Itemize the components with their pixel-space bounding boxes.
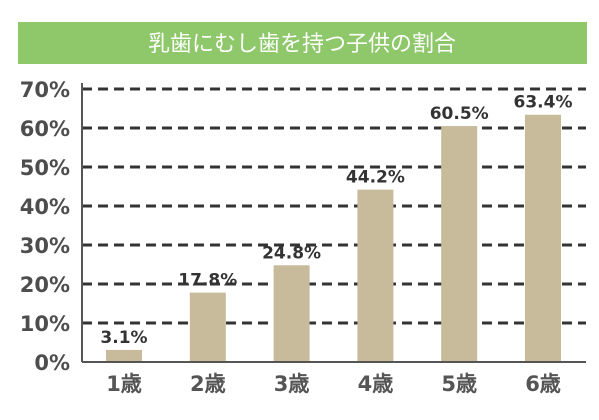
data-label: 44.2% bbox=[346, 168, 405, 188]
value-labels: 3.1% 17.8% 24.8% 44.2% 60.5% 63.4% bbox=[100, 93, 572, 348]
bar bbox=[357, 189, 394, 362]
y-tick-label: 30% bbox=[20, 234, 70, 258]
data-label: 24.8% bbox=[262, 243, 321, 263]
x-category-label: 4歳 bbox=[358, 372, 394, 396]
chart-title: 乳歯にむし歯を持つ子供の割合 bbox=[148, 32, 456, 57]
y-axis-tick-labels: 0% 10% 20% 30% 40% 50% 60% 70% bbox=[20, 78, 70, 375]
y-tick-label: 40% bbox=[20, 195, 70, 219]
data-label: 60.5% bbox=[430, 104, 489, 124]
y-tick-label: 60% bbox=[20, 117, 70, 141]
bar bbox=[441, 126, 478, 362]
x-axis-category-labels: 1歳 2歳 3歳 4歳 5歳 6歳 bbox=[106, 372, 561, 396]
y-tick-label: 20% bbox=[20, 273, 70, 297]
bars bbox=[106, 114, 561, 363]
bar bbox=[273, 265, 310, 362]
grid-lines bbox=[82, 87, 586, 325]
x-category-label: 5歳 bbox=[441, 372, 477, 396]
bar bbox=[525, 114, 561, 363]
x-category-label: 3歳 bbox=[274, 372, 310, 396]
chart-title-background bbox=[18, 22, 587, 64]
bar bbox=[189, 292, 226, 362]
y-tick-label: 10% bbox=[20, 312, 70, 336]
y-tick-label: 70% bbox=[20, 78, 70, 102]
x-category-label: 6歳 bbox=[525, 372, 561, 396]
bar bbox=[106, 349, 142, 362]
y-tick-label: 50% bbox=[20, 156, 70, 180]
x-category-label: 1歳 bbox=[106, 372, 142, 396]
x-category-label: 2歳 bbox=[190, 372, 226, 396]
y-tick-label: 0% bbox=[34, 351, 70, 375]
data-label: 17.8% bbox=[178, 271, 237, 291]
data-label: 3.1% bbox=[100, 328, 147, 348]
data-label: 63.4% bbox=[514, 93, 573, 113]
